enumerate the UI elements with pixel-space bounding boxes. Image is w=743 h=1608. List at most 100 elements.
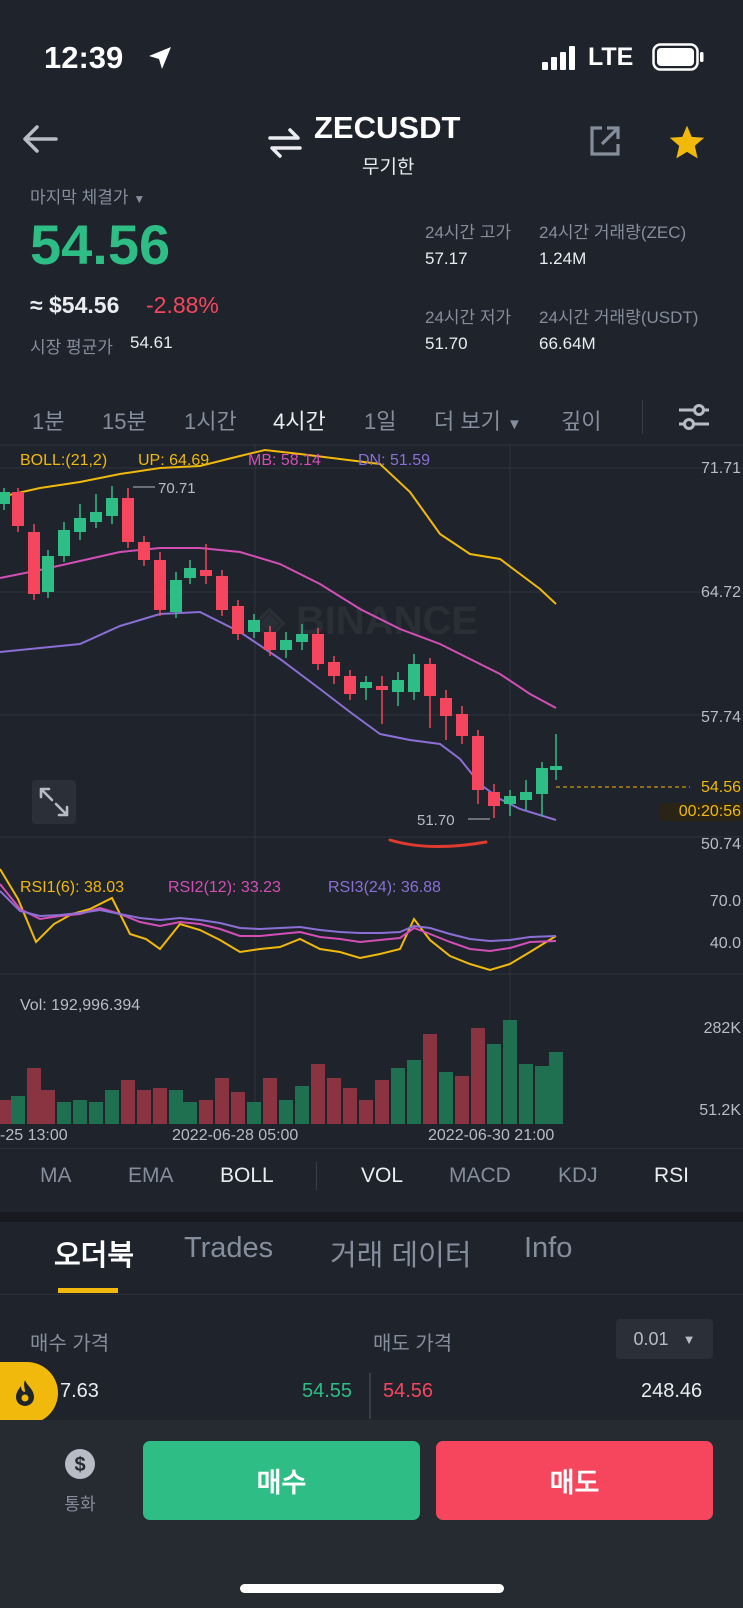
boll-mb: MB: 58.14 [248, 452, 321, 469]
volume-bar [247, 1102, 261, 1124]
back-arrow-icon[interactable] [22, 124, 58, 154]
volume-bar [343, 1088, 357, 1124]
candle-body [520, 792, 532, 800]
location-arrow-icon [149, 47, 171, 69]
volume-bars [0, 1020, 563, 1124]
chart-settings-icon[interactable] [677, 402, 711, 432]
candle-body [154, 560, 166, 610]
tab-info[interactable]: Info [524, 1232, 573, 1264]
section-separator [0, 1212, 743, 1222]
precision-select[interactable]: 0.01 ▼ [616, 1319, 713, 1359]
bid-price: 54.55 [302, 1380, 353, 1402]
volume-bar [105, 1090, 119, 1124]
boll-middle-line [0, 547, 557, 709]
rsi3-line [0, 890, 557, 943]
candle-body [74, 518, 86, 532]
date-label-2: 2022-06-28 05:00 [172, 1127, 299, 1144]
indicator-macd[interactable]: MACD [449, 1164, 511, 1187]
divider [316, 1162, 317, 1190]
volume-bar [375, 1080, 389, 1124]
tf-1h[interactable]: 1시간 [184, 409, 237, 434]
favorite-star-icon[interactable] [668, 124, 706, 160]
caret-down-icon: ▼ [133, 192, 146, 206]
boll-upper-line [0, 448, 557, 605]
tf-1d[interactable]: 1일 [364, 409, 397, 434]
tf-4h[interactable]: 4시간 [273, 409, 326, 434]
swap-icon[interactable] [268, 128, 302, 158]
candle-body [122, 498, 134, 542]
sell-button[interactable]: 매도 [436, 1441, 713, 1520]
fullscreen-button[interactable] [32, 780, 76, 824]
caret-down-icon: ▼ [506, 416, 522, 433]
candle-body [264, 632, 276, 650]
buy-button[interactable]: 매수 [143, 1441, 420, 1520]
date-label-1: -25 13:00 [0, 1127, 68, 1144]
volume-label: Vol: 192,996.394 [20, 997, 141, 1014]
indicator-boll[interactable]: BOLL [220, 1164, 274, 1187]
candle-body [12, 492, 24, 526]
candle-body [296, 634, 308, 642]
candle-body [216, 576, 228, 610]
binance-watermark: ◈ BINANCE [253, 599, 478, 643]
currency-label: 통화 [64, 1495, 96, 1514]
volume-bar [199, 1100, 213, 1124]
indicator-kdj[interactable]: KDJ [558, 1164, 598, 1187]
candle-body [42, 556, 54, 592]
candle-body [170, 580, 182, 612]
fire-button[interactable] [0, 1362, 58, 1424]
hand-drawn-underline [388, 838, 488, 848]
tab-trades[interactable]: Trades [184, 1232, 274, 1264]
volume-bar [535, 1066, 549, 1124]
volume-bar [359, 1100, 373, 1124]
indicator-vol[interactable]: VOL [361, 1164, 404, 1187]
volume-bar [231, 1092, 245, 1124]
current-price-tag: 54.56 [690, 779, 743, 797]
volume-bar [455, 1076, 469, 1124]
vol-quote-value: 66.64M [539, 334, 596, 353]
candle-body [408, 664, 420, 692]
volume-bar [41, 1090, 55, 1124]
svg-text:$: $ [74, 1454, 85, 1476]
currency-button[interactable]: $ 통화 [56, 1448, 104, 1514]
indicator-ema[interactable]: EMA [128, 1164, 174, 1187]
candlestick-chart[interactable]: ◈ BINANCE 70.71 51.70 [0, 444, 743, 1144]
candle-body [106, 498, 118, 516]
candle-body [360, 682, 372, 688]
candle-body [0, 492, 10, 504]
date-label-3: 2022-06-30 21:00 [428, 1127, 555, 1144]
candle-body [550, 766, 562, 770]
volume-bar [439, 1072, 453, 1124]
tf-depth[interactable]: 깊이 [561, 409, 602, 434]
tf-more[interactable]: 더 보기 ▼ [434, 409, 522, 434]
rsi2-label: RSI2(12): 33.23 [168, 879, 281, 896]
signal-icon [542, 46, 575, 70]
candle-body [232, 606, 244, 634]
symbol-title[interactable]: ZECUSDT [314, 110, 461, 145]
vol-quote-label: 24시간 거래량(USDT) [539, 308, 699, 327]
caret-down-icon: ▼ [682, 1331, 696, 1347]
volume-bar [295, 1086, 309, 1124]
last-price-label[interactable]: 마지막 체결가 ▼ [30, 188, 146, 207]
volume-bar [327, 1078, 341, 1124]
volume-bar [549, 1052, 563, 1124]
volume-bar [183, 1102, 197, 1124]
price-axis-2: 64.72 [700, 584, 741, 601]
tab-orderbook[interactable]: 오더북 [54, 1240, 135, 1272]
volume-bar [311, 1064, 325, 1124]
low-value: 51.70 [425, 334, 468, 353]
mark-price: 54.61 [130, 333, 173, 352]
vol-base-label: 24시간 거래량(ZEC) [539, 223, 687, 242]
tf-15m[interactable]: 15분 [102, 409, 147, 434]
indicator-rsi[interactable]: RSI [654, 1164, 690, 1187]
high-value: 57.17 [425, 249, 468, 268]
low-marker: 51.70 [417, 812, 455, 829]
divider [369, 1373, 371, 1419]
share-icon[interactable] [588, 124, 622, 158]
candle-body [248, 620, 260, 632]
tab-trading-data[interactable]: 거래 데이터 [330, 1240, 472, 1272]
volume-bar [423, 1034, 437, 1124]
tf-1m[interactable]: 1분 [32, 409, 65, 434]
price-axis-3: 57.74 [700, 709, 741, 726]
indicator-ma[interactable]: MA [40, 1164, 72, 1187]
candle-body [184, 568, 196, 578]
